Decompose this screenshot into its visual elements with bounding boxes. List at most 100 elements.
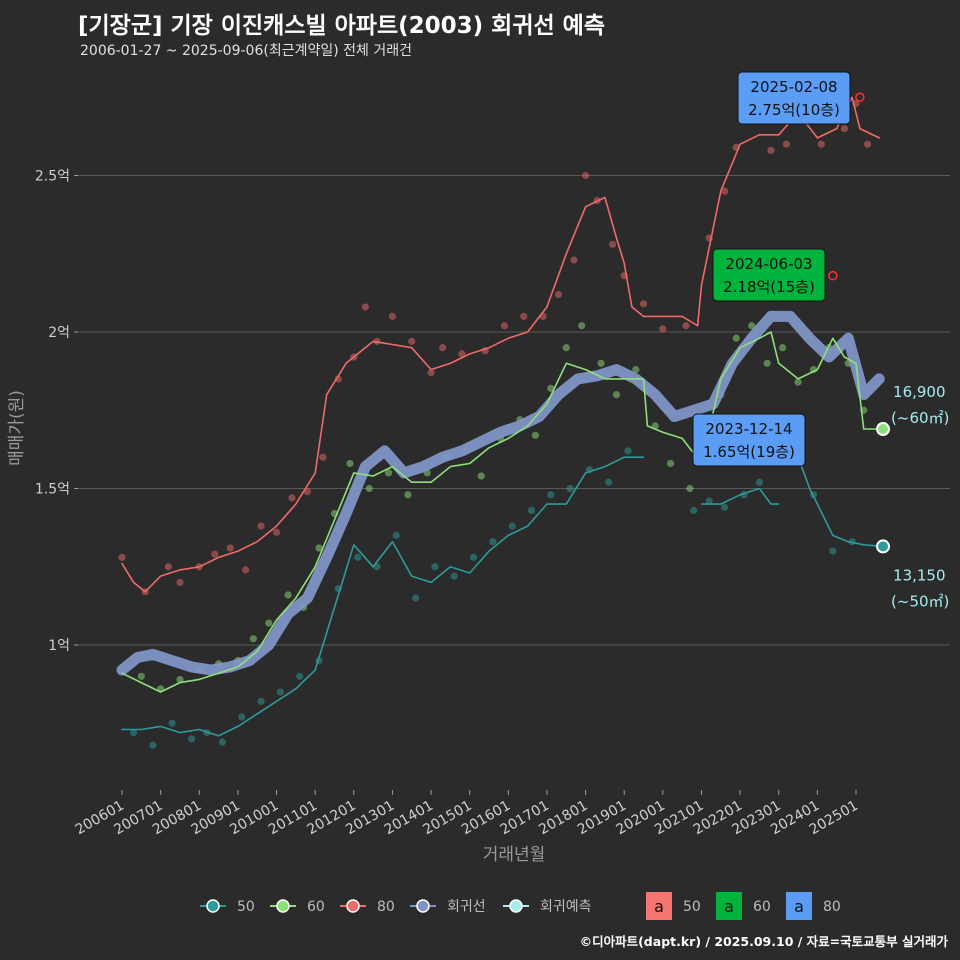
legend-label: 50 [237,899,255,915]
scatter-point-80 [767,146,775,155]
scatter-point-50 [489,538,497,546]
scatter-point-80 [334,375,342,383]
scatter-point-60 [732,334,740,342]
legend-box-glyph: a [794,897,804,916]
scatter-point-60 [315,544,323,552]
legend-box-glyph: a [654,897,664,916]
scatter-point-80 [272,528,281,536]
scatter-point-50 [508,522,516,530]
scatter-point-60 [265,619,273,627]
scatter-point-80 [659,325,667,333]
scatter-point-50 [129,729,138,737]
scatter-point-50 [296,672,304,680]
scatter-point-80 [176,578,184,587]
y-tick-label: 1억 [48,638,70,654]
scatter-point-80 [361,303,369,311]
scatter-point-50 [431,563,439,571]
series-line-80 [121,96,880,593]
scatter-point-60 [176,675,184,684]
scatter-point-50 [276,688,284,696]
prediction-area-label: (~60㎡) [891,409,949,427]
scatter-point-50 [566,484,574,493]
scatter-point-60 [384,469,393,477]
scatter-point-80 [427,369,435,377]
scatter-point-60 [748,322,756,330]
scatter-point-50 [527,506,536,515]
annotation-box [712,248,826,302]
legend-marker [346,899,360,913]
scatter-point-50 [547,491,555,499]
scatter-point-50 [392,531,400,540]
scatter-point-50 [238,713,246,721]
annotation-price: 1.65억(19층) [703,443,795,461]
prediction-value-label: 16,900 [893,383,946,401]
scatter-point-80 [439,344,447,352]
scatter-point-80 [639,300,648,308]
scatter-point-50 [218,738,227,746]
scatter-point-80 [408,337,416,345]
scatter-point-80 [164,563,172,571]
scatter-point-50 [755,478,764,486]
legend-marker [416,899,430,913]
scatter-point-60 [284,591,292,599]
legend-label: 회귀선 [447,899,486,915]
scatter-point-50 [168,719,176,727]
scatter-point-60 [404,491,412,499]
scatter-point-80 [242,566,250,574]
scatter-point-80 [319,453,327,461]
legend-marker [276,899,290,913]
annotation-price: 2.75억(10층) [748,101,840,119]
scatter-point-50 [624,447,632,455]
scatter-point-60 [612,391,621,399]
scatter-point-50 [829,547,837,555]
regression-line [116,310,885,676]
y-tick-label: 2.5억 [35,169,70,185]
scatter-point-80 [226,544,234,552]
scatter-point-80 [817,140,825,148]
scatter-point-60 [346,459,354,468]
scatter-point-50 [354,553,362,561]
scatter-point-80 [682,322,690,330]
scatter-point-60 [249,635,257,643]
prediction-value-label: 13,150 [893,566,946,584]
scatter-point-60 [686,484,694,493]
legend-marker [206,899,220,913]
scatter-point-80 [288,494,296,502]
scatter-point-60 [597,359,605,367]
scatter-point-50 [187,735,196,743]
scatter-point-60 [562,344,570,352]
prediction-area-label: (~50㎡) [891,592,949,610]
scatter-point-80 [520,312,528,320]
scatter-point-80 [782,140,791,148]
annotation-marker [828,270,838,281]
scatter-point-50 [469,553,478,561]
scatter-point-80 [118,553,126,561]
scatter-point-50 [690,506,698,515]
scatter-point-50 [605,478,613,486]
series-line-60 [121,331,884,693]
y-axis-label: 매매가(원) [7,390,27,466]
scatter-point-60 [763,359,771,367]
scatter-point-80 [609,240,617,248]
legend-box-60 [716,892,742,920]
legend-marker [509,899,523,913]
legend-box-50 [646,892,672,920]
y-tick-label: 2억 [48,325,70,341]
scatter-point-50 [721,503,729,511]
scatter-point-60 [531,431,539,439]
legend-label: 50 [683,899,701,915]
scatter-point-80 [721,187,729,195]
scatter-point-80 [500,322,509,330]
scatter-point-60 [477,472,485,480]
legend-label: 80 [823,899,841,915]
series-line-50 [121,434,884,737]
scatter-point-80 [458,350,466,358]
chart-title: [기장군] 기장 이진캐스빌 아파트(2003) 회귀선 예측 [78,13,605,39]
scatter-point-60 [547,384,555,392]
scatter-point-80 [257,522,265,530]
scatter-point-50 [257,697,265,705]
annotation-date: 2024-06-03 [725,255,812,273]
scatter-point-60 [365,484,373,493]
scatter-point-60 [794,378,802,386]
scatter-point-80 [581,171,590,180]
